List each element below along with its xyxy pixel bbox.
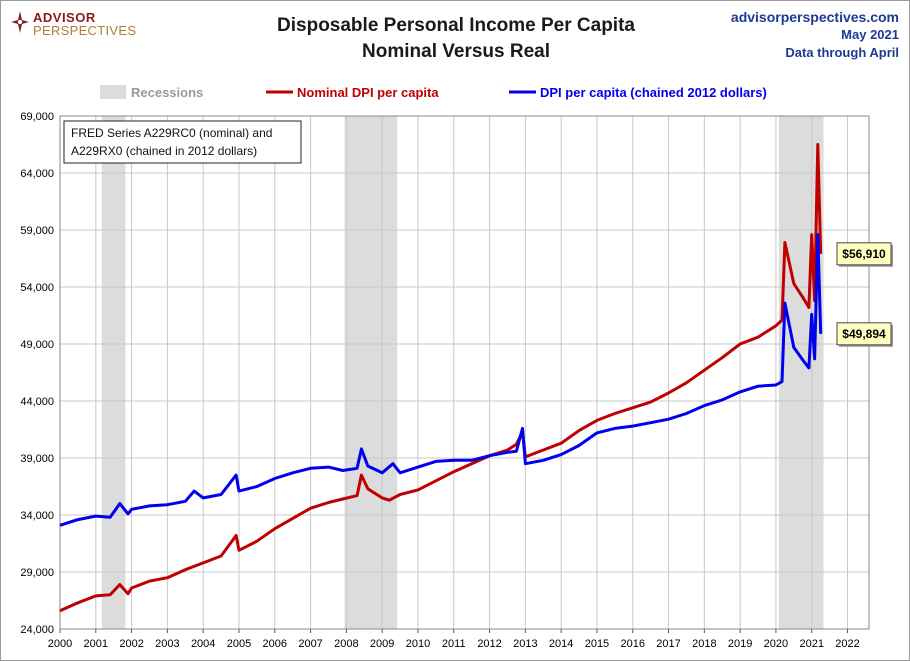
x-tick-label: 2021	[799, 638, 823, 650]
value-labels: $56,910 $49,894	[836, 242, 893, 347]
x-tick-label: 2011	[442, 638, 466, 650]
x-tick-label: 2007	[298, 638, 322, 650]
x-tick-label: 2018	[692, 638, 716, 650]
real-dpi-line	[59, 233, 823, 527]
x-tick-label: 2014	[549, 638, 573, 650]
x-tick-label: 2012	[477, 638, 501, 650]
y-tick-label: 64,000	[20, 168, 54, 180]
plot-background	[60, 116, 869, 629]
nominal-value-label-box	[836, 242, 892, 266]
note-box-background	[63, 120, 302, 164]
note-box: FRED Series A229RC0 (nominal) and A229RX…	[63, 120, 302, 164]
recession-band-1	[101, 116, 126, 629]
legend-recession-swatch	[100, 85, 126, 99]
source-date: May 2021	[841, 27, 899, 42]
brand-name-line1: ADVISOR	[33, 10, 96, 25]
y-tick-label: 59,000	[20, 225, 54, 237]
y-tick-label: 44,000	[20, 396, 54, 408]
legend-recessions-label: Recessions	[131, 85, 203, 100]
y-tick-label: 54,000	[20, 282, 54, 294]
source-site[interactable]: advisorperspectives.com	[730, 9, 899, 25]
plot-area	[60, 116, 869, 629]
x-tick-label: 2006	[263, 638, 287, 650]
x-tick-label: 2004	[191, 638, 215, 650]
x-tick-label: 2009	[370, 638, 394, 650]
note-box-line1: FRED Series A229RC0 (nominal) and	[71, 126, 272, 140]
x-tick-label: 2002	[119, 638, 143, 650]
nominal-value-label: $56,910	[842, 247, 886, 261]
x-tick-label: 2013	[513, 638, 537, 650]
x-tick-label: 2020	[764, 638, 788, 650]
y-tick-label: 49,000	[20, 339, 54, 351]
x-tick-label: 2005	[227, 638, 251, 650]
y-tick-label: 69,000	[20, 111, 54, 123]
y-tick-label: 39,000	[20, 453, 54, 465]
y-tick-label: 29,000	[20, 567, 54, 579]
compass-logo-icon	[11, 11, 29, 33]
legend-real-label: DPI per capita (chained 2012 dollars)	[540, 85, 767, 100]
x-tick-label: 2016	[621, 638, 645, 650]
x-tick-label: 2001	[84, 638, 108, 650]
recession-band-2	[344, 116, 398, 629]
y-tick-label: 24,000	[20, 624, 54, 636]
x-tick-label: 2017	[656, 638, 680, 650]
x-tick-label: 2015	[585, 638, 609, 650]
legend: Recessions Nominal DPI per capita DPI pe…	[100, 85, 767, 100]
recession-bands	[101, 116, 824, 629]
x-axis-ticks: 2000 2001 2002 2003 2004 2005 2006 2007 2008 2009…	[48, 638, 860, 650]
x-tick-label: 2003	[155, 638, 179, 650]
series-lines	[59, 143, 823, 613]
source-block: advisorperspectives.com May 2021 Data th…	[731, 8, 899, 62]
chart-title: Disposable Personal Income Per Capita No…	[1, 13, 909, 65]
nominal-dpi-line	[59, 143, 823, 613]
y-axis-ticks: 24,000 29,000 34,000 39,000 44,000 49,000 54,0…	[20, 111, 54, 636]
chart-title-line1: Disposable Personal Income Per Capita	[277, 15, 635, 36]
x-tick-label: 2008	[334, 638, 358, 650]
chart-title-line2: Nominal Versus Real	[362, 41, 550, 62]
source-note: Data through April	[785, 45, 899, 60]
brand-name-line2: PERSPECTIVES	[33, 23, 137, 38]
plot-border	[59, 115, 870, 630]
note-box-line2: A229RX0 (chained in 2012 dollars)	[71, 144, 257, 158]
grid-lines	[59, 115, 870, 633]
x-tick-label: 2022	[835, 638, 859, 650]
x-tick-label: 2019	[728, 638, 752, 650]
real-value-label-box	[836, 322, 892, 346]
brand-logo: ADVISOR PERSPECTIVES	[11, 9, 141, 38]
real-value-label: $49,894	[842, 327, 886, 341]
x-tick-label: 2010	[406, 638, 430, 650]
x-tick-label: 2000	[48, 638, 72, 650]
legend-nominal-label: Nominal DPI per capita	[297, 85, 439, 100]
y-tick-label: 34,000	[20, 510, 54, 522]
